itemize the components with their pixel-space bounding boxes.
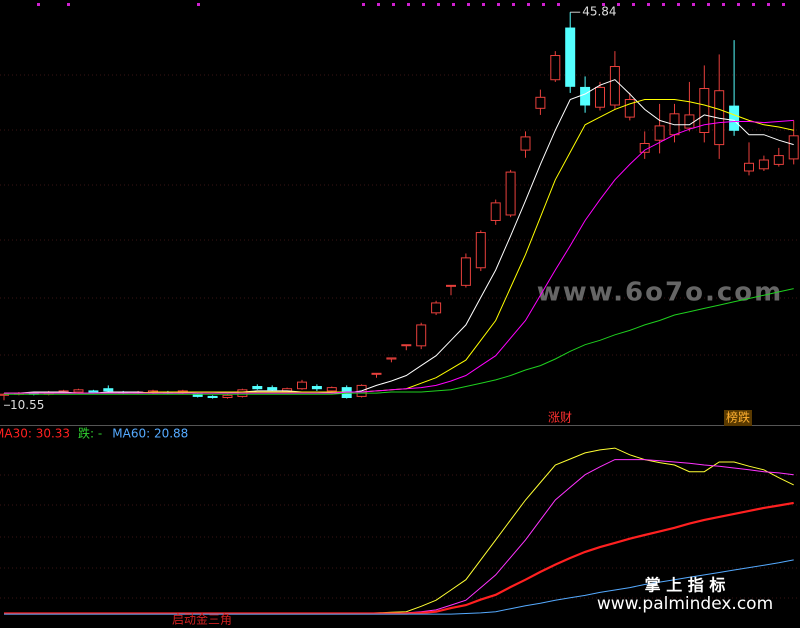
candle-body	[311, 386, 322, 390]
candle-body	[505, 171, 516, 216]
ma-line	[4, 501, 794, 615]
candle-body	[788, 135, 799, 160]
candle-body	[460, 257, 471, 286]
candle-body	[520, 136, 531, 151]
panel-guides	[0, 74, 800, 599]
plot: 45.84 10.55 涨财 榜跌 MA30: 30.33 跌: - MA60: 20.88…	[0, 5, 799, 627]
candle-body	[550, 55, 561, 81]
candle-body	[580, 86, 591, 106]
signal-bg	[724, 410, 752, 426]
candle-body	[431, 302, 442, 314]
candle-body	[654, 125, 665, 141]
candle-body	[88, 390, 99, 393]
candle-body	[252, 386, 263, 390]
candle-body	[446, 284, 456, 287]
candle-body	[773, 155, 784, 165]
candle-body	[386, 357, 397, 360]
watermark: www.palmindex.com	[597, 594, 773, 614]
candle-body	[595, 86, 605, 108]
candle-body	[371, 372, 382, 375]
candle-body	[401, 344, 412, 347]
ma-line	[4, 559, 794, 615]
candle-body	[744, 162, 754, 172]
ma-line	[4, 79, 794, 394]
candle-body	[699, 88, 710, 134]
watermark: www.6o7o.com	[537, 278, 783, 308]
candle-body	[758, 159, 769, 170]
ma-line	[4, 119, 794, 394]
candle-body	[222, 394, 233, 399]
legend-entry: 跌: -	[78, 426, 102, 441]
signal-label: 榜跌	[726, 410, 750, 425]
top-dots	[37, 3, 785, 6]
low-label: 10.55	[10, 398, 44, 412]
candle-body	[639, 142, 650, 153]
candle-body	[475, 232, 486, 269]
candle-body	[565, 27, 576, 87]
watermark: 掌 上 指 标	[645, 576, 726, 595]
ma-line	[4, 288, 794, 395]
candle-body	[207, 395, 218, 399]
candle-body	[267, 387, 278, 391]
candle-body	[297, 381, 307, 390]
candle-body	[416, 324, 427, 347]
candle-body	[729, 105, 740, 131]
candle-body	[684, 114, 695, 129]
candle-body	[103, 388, 114, 392]
legend-entry: MA60: 20.88	[112, 427, 188, 441]
candle-body	[609, 66, 620, 106]
legend-entry: MA30: 30.33	[0, 427, 70, 441]
high-label: 45.84	[582, 5, 616, 19]
candle-body	[326, 387, 337, 392]
candle-body	[73, 389, 84, 393]
signal-label: 启动金三角	[172, 612, 232, 627]
candle-body	[490, 202, 501, 221]
signal-label: 涨财	[548, 410, 572, 425]
candle-body	[624, 99, 635, 118]
candle-body	[535, 96, 546, 109]
